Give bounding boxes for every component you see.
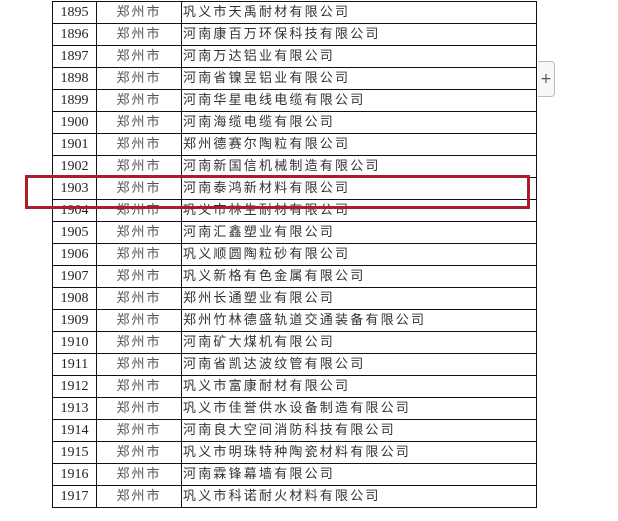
- table-row: 1912 郑州市 巩义市富康耐材有限公司: [52, 375, 537, 398]
- row-number: 1906: [52, 243, 97, 266]
- city-cell: 郑州市: [96, 375, 182, 398]
- city-cell: 郑州市: [96, 221, 182, 244]
- company-name-cell: 巩义市富康耐材有限公司: [181, 375, 537, 398]
- company-name-cell: 河南海缆电缆有限公司: [181, 111, 537, 134]
- company-name-cell: 河南万达铝业有限公司: [181, 45, 537, 68]
- row-number: 1912: [52, 375, 97, 398]
- city-cell: 郑州市: [96, 331, 182, 354]
- city-cell: 郑州市: [96, 1, 182, 24]
- city-cell: 郑州市: [96, 353, 182, 376]
- table-row: 1905 郑州市 河南汇鑫塑业有限公司: [52, 221, 537, 244]
- row-number: 1899: [52, 89, 97, 112]
- highlight-box: [25, 175, 530, 209]
- plus-icon: +: [540, 71, 552, 87]
- company-name-cell: 河南康百万环保科技有限公司: [181, 23, 537, 46]
- table-row: 1900 郑州市 河南海缆电缆有限公司: [52, 111, 537, 134]
- city-cell: 郑州市: [96, 463, 182, 486]
- company-name-cell: 巩义市科诺耐火材料有限公司: [181, 485, 537, 508]
- city-cell: 郑州市: [96, 397, 182, 420]
- table-row: 1908 郑州市 郑州长通塑业有限公司: [52, 287, 537, 310]
- row-number: 1917: [52, 485, 97, 508]
- table-row: 1896 郑州市 河南康百万环保科技有限公司: [52, 23, 537, 46]
- city-cell: 郑州市: [96, 419, 182, 442]
- company-name-cell: 河南汇鑫塑业有限公司: [181, 221, 537, 244]
- row-number: 1896: [52, 23, 97, 46]
- company-name-cell: 巩义市佳誉供水设备制造有限公司: [181, 397, 537, 420]
- company-name-cell: 河南霖锋幕墙有限公司: [181, 463, 537, 486]
- table-row: 1909 郑州市 郑州竹林德盛轨道交通装备有限公司: [52, 309, 537, 332]
- row-number: 1910: [52, 331, 97, 354]
- table-row: 1901 郑州市 郑州德赛尔陶粒有限公司: [52, 133, 537, 156]
- table-row: 1915 郑州市 巩义市明珠特种陶瓷材料有限公司: [52, 441, 537, 464]
- company-name-cell: 郑州竹林德盛轨道交通装备有限公司: [181, 309, 537, 332]
- table-row: 1907 郑州市 巩义新格有色金属有限公司: [52, 265, 537, 288]
- row-number: 1895: [52, 1, 97, 24]
- company-name-cell: 郑州德赛尔陶粒有限公司: [181, 133, 537, 156]
- table-row: 1916 郑州市 河南霖锋幕墙有限公司: [52, 463, 537, 486]
- row-number: 1907: [52, 265, 97, 288]
- company-name-cell: 巩义市天禹耐材有限公司: [181, 1, 537, 24]
- company-name-cell: 巩义新格有色金属有限公司: [181, 265, 537, 288]
- row-number: 1898: [52, 67, 97, 90]
- table-row: 1903 郑州市 河南泰鸿新材料有限公司: [52, 177, 537, 200]
- row-number: 1900: [52, 111, 97, 134]
- company-name-cell: 河南省凯达波纹管有限公司: [181, 353, 537, 376]
- table-row: 1899 郑州市 河南华星电线电缆有限公司: [52, 89, 537, 112]
- table-row: 1911 郑州市 河南省凯达波纹管有限公司: [52, 353, 537, 376]
- city-cell: 郑州市: [96, 177, 182, 200]
- company-name-cell: 河南华星电线电缆有限公司: [181, 89, 537, 112]
- city-cell: 郑州市: [96, 45, 182, 68]
- row-number: 1914: [52, 419, 97, 442]
- city-cell: 郑州市: [96, 67, 182, 90]
- company-name-cell: 河南良大空间消防科技有限公司: [181, 419, 537, 442]
- row-number: 1908: [52, 287, 97, 310]
- table-row: 1910 郑州市 河南矿大煤机有限公司: [52, 331, 537, 354]
- row-number: 1909: [52, 309, 97, 332]
- city-cell: 郑州市: [96, 441, 182, 464]
- city-cell: 郑州市: [96, 111, 182, 134]
- city-cell: 郑州市: [96, 243, 182, 266]
- table-row: 1917 郑州市 巩义市科诺耐火材料有限公司: [52, 485, 537, 508]
- row-number: 1901: [52, 133, 97, 156]
- table-row: 1897 郑州市 河南万达铝业有限公司: [52, 45, 537, 68]
- table-row: 1913 郑州市 巩义市佳誉供水设备制造有限公司: [52, 397, 537, 420]
- company-name-cell: 河南省镍昱铝业有限公司: [181, 67, 537, 90]
- city-cell: 郑州市: [96, 265, 182, 288]
- row-number: 1913: [52, 397, 97, 420]
- row-number: 1911: [52, 353, 97, 376]
- city-cell: 郑州市: [96, 287, 182, 310]
- row-number: 1905: [52, 221, 97, 244]
- row-number: 1897: [52, 45, 97, 68]
- city-cell: 郑州市: [96, 309, 182, 332]
- city-cell: 郑州市: [96, 485, 182, 508]
- company-name-cell: 巩义市明珠特种陶瓷材料有限公司: [181, 441, 537, 464]
- row-number: 1916: [52, 463, 97, 486]
- expand-button[interactable]: +: [538, 61, 555, 97]
- company-list-table: 1895 郑州市 巩义市天禹耐材有限公司 1896 郑州市 河南康百万环保科技有限公司 18…: [52, 1, 537, 508]
- table-row: 1906 郑州市 巩义顺圆陶粒砂有限公司: [52, 243, 537, 266]
- row-number: 1915: [52, 441, 97, 464]
- city-cell: 郑州市: [96, 23, 182, 46]
- company-name-cell: 巩义顺圆陶粒砂有限公司: [181, 243, 537, 266]
- table-row: 1914 郑州市 河南良大空间消防科技有限公司: [52, 419, 537, 442]
- company-name-cell: 郑州长通塑业有限公司: [181, 287, 537, 310]
- table-row: 1895 郑州市 巩义市天禹耐材有限公司: [52, 1, 537, 24]
- table-row: 1898 郑州市 河南省镍昱铝业有限公司: [52, 67, 537, 90]
- city-cell: 郑州市: [96, 89, 182, 112]
- city-cell: 郑州市: [96, 133, 182, 156]
- company-name-cell: 河南矿大煤机有限公司: [181, 331, 537, 354]
